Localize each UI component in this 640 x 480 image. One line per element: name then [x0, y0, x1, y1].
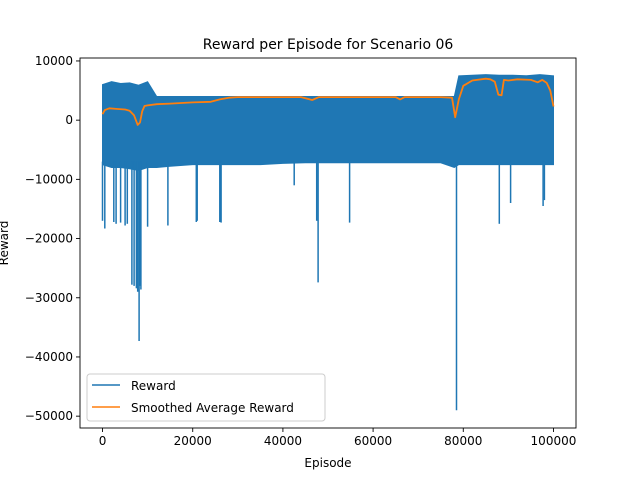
- x-tick-label: 20000: [174, 434, 212, 448]
- plot-frame: [79, 57, 577, 429]
- y-tick-label: −40000: [25, 350, 73, 364]
- x-tick-label: 80000: [444, 434, 482, 448]
- y-tick-label: −50000: [25, 409, 73, 423]
- y-tick-label: −20000: [25, 232, 73, 246]
- legend: Reward Smoothed Average Reward: [86, 373, 326, 422]
- chart-title: Reward per Episode for Scenario 06: [203, 37, 454, 53]
- y-tick-label: 0: [65, 113, 73, 127]
- x-tick-label: 60000: [354, 434, 392, 448]
- plot-area: [101, 74, 555, 411]
- smoothed-line: [101, 77, 555, 126]
- x-tick-label: 100000: [531, 434, 577, 448]
- y-axis-label: Reward: [0, 221, 11, 266]
- legend-label-smoothed: Smoothed Average Reward: [131, 401, 294, 415]
- legend-label-reward: Reward: [131, 379, 176, 393]
- x-tick-label: 40000: [264, 434, 302, 448]
- x-tick-label: 0: [99, 434, 107, 448]
- x-axis-label: Episode: [304, 456, 351, 470]
- y-tick-label: −10000: [25, 172, 73, 186]
- y-tick-label: −30000: [25, 291, 73, 305]
- y-axis: 10000 0 −10000 −20000 −30000 −40000 −50000: [25, 54, 80, 423]
- y-tick-label: 10000: [35, 54, 73, 68]
- reward-band: [102, 74, 554, 172]
- legend-box: [86, 373, 326, 422]
- x-axis: 0 20000 40000 60000 80000 100000: [99, 428, 577, 448]
